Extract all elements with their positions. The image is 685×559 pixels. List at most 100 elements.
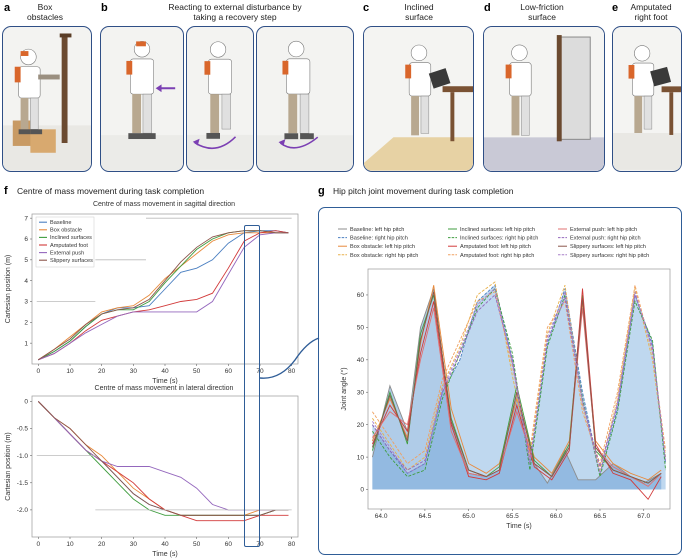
y-tick-label: 4 xyxy=(24,278,28,285)
left-hip-area xyxy=(372,288,662,490)
legend-label: Baseline xyxy=(50,220,71,226)
series-line xyxy=(371,291,662,484)
plot-frame xyxy=(367,268,671,510)
robot-figure xyxy=(505,44,532,136)
panel-g-letter: g xyxy=(318,185,325,197)
x-tick-label: 50 xyxy=(193,541,201,548)
y-tick-label: -1.5 xyxy=(17,480,29,487)
lateral-chart: 0 10 20 30 40 50 60 70 80 0 -0.5 -1.0 -1.5 -2.0 Time (… xyxy=(5,395,299,558)
y-tick-label: 7 xyxy=(24,215,28,222)
y-tick-label: 50 xyxy=(357,325,365,332)
series-line xyxy=(38,230,289,361)
legend-label: Baseline: left hip pitch xyxy=(350,227,404,233)
panel-a-letter: a xyxy=(4,2,11,14)
y-tick-label: 1 xyxy=(24,340,28,347)
sagittal-chart-title: Centre of mass movement in sagittal dire… xyxy=(92,201,235,208)
x-tick-label: 66.5 xyxy=(594,513,607,520)
y-tick-label: -2.0 xyxy=(17,507,29,514)
series-line xyxy=(372,287,667,474)
x-tick-label: 0 xyxy=(37,541,41,548)
legend-label: Slippery surfaces xyxy=(50,258,93,264)
robot-figure xyxy=(282,40,314,140)
x-tick-label: 20 xyxy=(98,541,106,548)
legend-label: Baseline: right hip pitch xyxy=(350,236,408,242)
y-tick-label: 5 xyxy=(24,257,28,264)
lateral-chart-title: Centre of mass movement in lateral direc… xyxy=(94,385,234,392)
x-tick-label: 30 xyxy=(130,368,138,375)
panel-g-frame xyxy=(318,207,682,555)
robot-figure xyxy=(628,45,672,133)
y-tick-label: -0.5 xyxy=(17,426,29,433)
panel-d-letter: d xyxy=(484,2,491,14)
push-arrow-icon xyxy=(155,84,162,93)
x-tick-label: 80 xyxy=(288,368,296,375)
panel-c-letter: c xyxy=(363,2,370,14)
y-tick-label: 40 xyxy=(357,357,365,364)
legend-label: Box obstacle: left hip pitch xyxy=(350,244,415,250)
x-tick-label: 60 xyxy=(225,368,233,375)
x-tick-label: 70 xyxy=(256,541,264,548)
photo-box-obstacles xyxy=(2,26,92,172)
photo-recovery-step-1 xyxy=(100,26,184,172)
y-tick-label: -1.0 xyxy=(17,453,29,460)
series-line xyxy=(38,232,289,361)
panel-f-title: Centre of mass movement during task comp… xyxy=(17,186,205,196)
y-tick-label: 0 xyxy=(360,487,364,494)
legend-label: External push: left hip pitch xyxy=(570,227,637,233)
legend-label: Amputated foot xyxy=(50,243,88,249)
photo-recovery-step-3 xyxy=(256,26,354,172)
legend-label: Box obstacle xyxy=(50,228,82,234)
legend-label: Amputated foot: right hip pitch xyxy=(460,253,534,259)
x-tick-label: 0 xyxy=(37,368,41,375)
panel-d-title: Low-friction surface xyxy=(520,2,564,22)
zoom-connector xyxy=(259,337,320,379)
photo-low-friction-surface xyxy=(483,26,605,172)
series-line xyxy=(372,281,667,471)
panel-b-title: Reacting to external disturbance by taki… xyxy=(168,2,302,22)
legend-label: External push: right hip pitch xyxy=(570,236,641,242)
y-tick-label: 2 xyxy=(24,320,28,327)
series-line xyxy=(371,288,662,501)
panel-a-title: Box obstacles xyxy=(27,2,63,22)
legend-label: Inclined surfaces: right hip pitch xyxy=(460,236,538,242)
y-tick-label: 30 xyxy=(357,389,365,396)
y-tick-label: 60 xyxy=(357,292,365,299)
y-tick-label: 0 xyxy=(24,399,28,406)
legend-label: Inclined surfaces xyxy=(50,235,92,241)
y-axis-label: Cartesian position (m) xyxy=(5,432,12,500)
legend-label: Box obstacle: right hip pitch xyxy=(350,253,418,259)
series-line xyxy=(38,230,289,361)
legend-label: Amputated foot: left hip pitch xyxy=(460,244,531,250)
robot-figure xyxy=(204,41,232,139)
x-tick-label: 60 xyxy=(225,541,233,548)
x-tick-label: 67.0 xyxy=(637,513,650,520)
y-axis-label: Joint angle (°) xyxy=(340,367,348,410)
y-tick-label: 3 xyxy=(24,299,28,306)
x-tick-label: 20 xyxy=(98,368,106,375)
photo-inclined-surface xyxy=(363,26,474,172)
hip-pitch-chart: 64.0 64.5 65.0 65.5 66.0 66.5 67.0 0 10 20 30 40 50 6… xyxy=(338,227,671,530)
series-line xyxy=(372,307,662,487)
legend-label: External push xyxy=(50,250,84,256)
x-tick-label: 10 xyxy=(66,368,74,375)
panel-e-letter: e xyxy=(612,2,619,14)
legend-label: Slippery surfaces: left hip pitch xyxy=(570,244,646,250)
legend-label: Slippery surfaces: right hip pitch xyxy=(570,253,649,259)
robot-figure xyxy=(405,44,451,136)
series-line xyxy=(38,232,289,361)
y-tick-label: 6 xyxy=(24,236,28,243)
panel-e-title: Amputated right foot xyxy=(630,2,672,22)
panel-g-title: Hip pitch joint movement during task com… xyxy=(333,186,514,196)
x-axis-label: Time (s) xyxy=(152,551,177,558)
y-tick-label: 20 xyxy=(357,422,365,429)
robot-figure xyxy=(126,41,156,140)
photo-amputated-foot xyxy=(612,26,682,172)
panel-f-letter: f xyxy=(4,185,8,197)
series-line xyxy=(372,287,667,478)
x-tick-label: 30 xyxy=(130,541,138,548)
x-tick-label: 64.0 xyxy=(375,513,388,520)
y-axis-label: Cartesian position (m) xyxy=(5,255,12,323)
x-tick-label: 10 xyxy=(66,541,74,548)
sagittal-chart: 0 10 20 30 40 50 60 70 80 1 2 3 4 5 6 7 Time (s) Cartesia… xyxy=(5,213,299,384)
